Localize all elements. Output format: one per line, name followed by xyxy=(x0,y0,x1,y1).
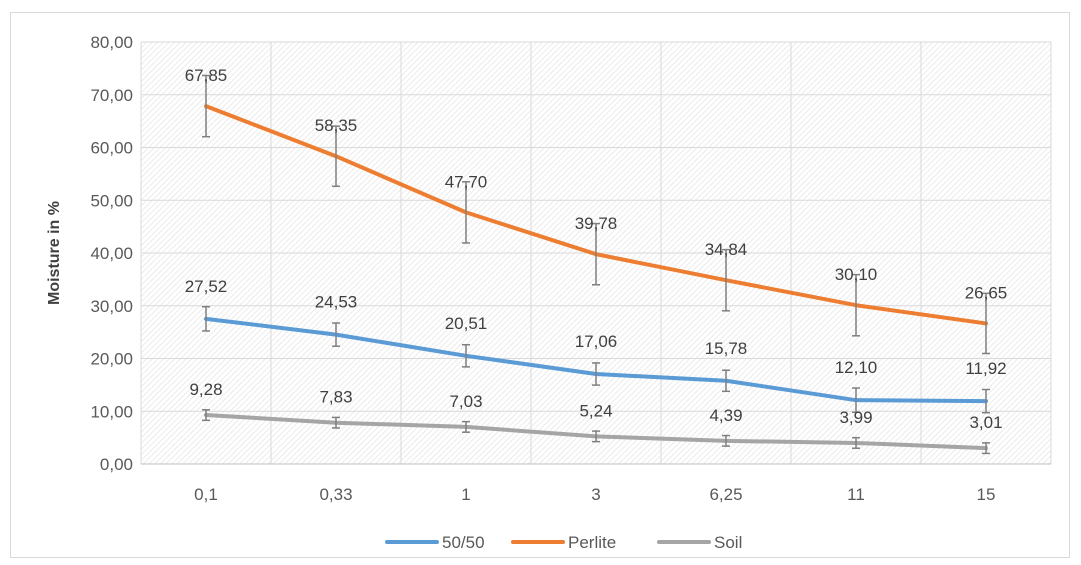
data-label-perlite: 47,70 xyxy=(445,172,488,191)
data-label-soil: 5,24 xyxy=(579,401,612,420)
data-label-50-50: 24,53 xyxy=(315,293,358,312)
data-label-soil: 3,01 xyxy=(969,413,1002,432)
data-label-perlite: 30,10 xyxy=(835,265,878,284)
legend-label-perlite: Perlite xyxy=(568,533,616,552)
legend-label-soil: Soil xyxy=(714,533,742,552)
data-label-soil: 4,39 xyxy=(709,406,742,425)
y-tick-label: 60,00 xyxy=(90,139,133,158)
chart-frame: 0,00 10,00 20,00 30,00 40,00 50,00 60,00 70,00 8… xyxy=(10,12,1070,558)
y-tick-label: 10,00 xyxy=(90,402,133,421)
y-tick-label: 0,00 xyxy=(100,455,133,474)
data-label-perlite: 39,78 xyxy=(575,214,618,233)
data-label-50-50: 20,51 xyxy=(445,314,488,333)
x-tick-label: 1 xyxy=(461,485,470,504)
data-label-soil: 7,83 xyxy=(319,388,352,407)
x-tick-label: 15 xyxy=(977,485,996,504)
y-tick-label: 20,00 xyxy=(90,350,133,369)
data-label-perlite: 58,35 xyxy=(315,116,358,135)
y-tick-label: 40,00 xyxy=(90,244,133,263)
data-label-50-50: 27,52 xyxy=(185,277,228,296)
x-tick-label: 11 xyxy=(847,485,865,504)
y-axis-title: Moisture in % xyxy=(46,201,63,305)
x-tick-label: 0,33 xyxy=(319,485,352,504)
y-tick-label: 70,00 xyxy=(90,86,133,105)
x-tick-label: 0,1 xyxy=(194,485,218,504)
data-label-50-50: 12,10 xyxy=(835,358,878,377)
y-tick-label: 50,00 xyxy=(90,191,133,210)
data-label-perlite: 34,84 xyxy=(705,240,748,259)
moisture-line-chart: 0,00 10,00 20,00 30,00 40,00 50,00 60,00 70,00 8… xyxy=(46,33,1052,552)
data-label-50-50: 17,06 xyxy=(575,332,618,351)
data-label-perlite: 67,85 xyxy=(185,66,228,85)
data-label-soil: 3,99 xyxy=(839,408,872,427)
x-tick-label: 3 xyxy=(591,485,600,504)
data-label-50-50: 11,92 xyxy=(965,359,1006,378)
y-tick-label: 30,00 xyxy=(90,297,133,316)
y-tick-label: 80,00 xyxy=(90,33,133,52)
x-tick-label: 6,25 xyxy=(709,485,742,504)
data-label-soil: 9,28 xyxy=(189,380,222,399)
legend-label-50-50: 50/50 xyxy=(442,533,485,552)
data-label-perlite: 26,65 xyxy=(965,283,1008,302)
data-label-50-50: 15,78 xyxy=(705,339,748,358)
data-label-soil: 7,03 xyxy=(449,392,482,411)
